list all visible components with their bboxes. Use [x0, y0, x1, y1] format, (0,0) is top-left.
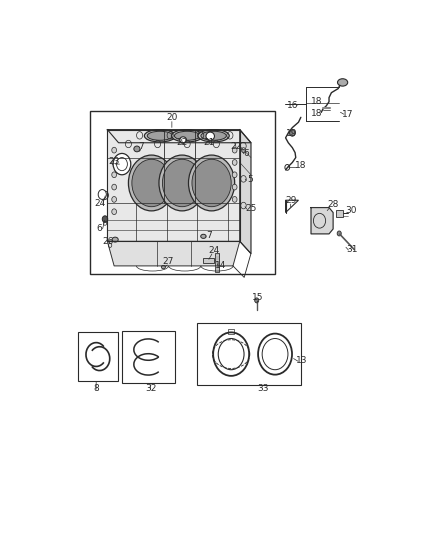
Circle shape — [232, 159, 237, 165]
Circle shape — [112, 184, 117, 190]
Polygon shape — [311, 207, 333, 234]
Text: 27: 27 — [163, 257, 174, 266]
Bar — [90, 111, 276, 274]
Circle shape — [102, 191, 108, 199]
Circle shape — [232, 184, 237, 190]
Text: 24: 24 — [94, 199, 105, 208]
Ellipse shape — [338, 79, 348, 86]
Bar — [203, 258, 214, 263]
Bar — [78, 333, 118, 381]
Text: 26: 26 — [102, 237, 114, 246]
Text: 31: 31 — [346, 245, 357, 254]
Polygon shape — [107, 130, 240, 241]
Text: 19: 19 — [286, 129, 297, 138]
Circle shape — [337, 231, 341, 236]
Circle shape — [290, 130, 295, 136]
Text: 8: 8 — [93, 384, 99, 393]
Text: 33: 33 — [258, 384, 269, 393]
Circle shape — [188, 155, 235, 211]
Bar — [336, 210, 343, 216]
Text: 6: 6 — [97, 224, 102, 232]
Circle shape — [159, 155, 205, 211]
Text: 23: 23 — [109, 157, 120, 166]
Ellipse shape — [180, 137, 187, 143]
Circle shape — [112, 172, 117, 177]
Text: 22: 22 — [231, 142, 242, 150]
Text: 7: 7 — [206, 231, 212, 240]
Bar — [229, 329, 234, 334]
Ellipse shape — [174, 131, 200, 140]
Polygon shape — [107, 130, 251, 143]
Circle shape — [112, 147, 117, 153]
Circle shape — [192, 159, 231, 207]
Text: 18: 18 — [311, 109, 322, 118]
Circle shape — [128, 155, 175, 211]
Ellipse shape — [201, 235, 206, 238]
Ellipse shape — [206, 132, 215, 140]
Circle shape — [113, 154, 131, 175]
Bar — [215, 253, 219, 272]
Circle shape — [102, 216, 108, 222]
Polygon shape — [240, 130, 251, 254]
Text: 30: 30 — [345, 206, 357, 215]
Text: 6: 6 — [244, 149, 249, 158]
Ellipse shape — [112, 237, 118, 242]
Circle shape — [232, 147, 237, 153]
Text: 17: 17 — [342, 109, 353, 118]
Circle shape — [162, 159, 201, 207]
Text: 29: 29 — [285, 196, 297, 205]
Circle shape — [112, 159, 117, 165]
Bar — [197, 324, 301, 385]
Text: 16: 16 — [287, 101, 299, 109]
Text: 21: 21 — [204, 138, 215, 147]
Circle shape — [232, 172, 237, 177]
Text: 7: 7 — [138, 142, 144, 150]
Circle shape — [232, 197, 237, 202]
Text: 14: 14 — [215, 261, 227, 270]
Polygon shape — [107, 241, 240, 266]
Text: 13: 13 — [296, 356, 307, 365]
Text: 28: 28 — [328, 200, 339, 209]
Ellipse shape — [145, 130, 176, 142]
Circle shape — [112, 197, 117, 202]
Text: 24: 24 — [208, 246, 220, 255]
Text: 20: 20 — [166, 113, 177, 122]
Bar — [122, 330, 175, 383]
Circle shape — [254, 298, 259, 303]
Text: 15: 15 — [252, 293, 264, 302]
Circle shape — [132, 159, 171, 207]
Text: 22: 22 — [177, 138, 187, 147]
Ellipse shape — [201, 131, 226, 140]
Text: 32: 32 — [145, 384, 156, 393]
Ellipse shape — [172, 130, 203, 142]
Ellipse shape — [198, 130, 229, 142]
Text: 25: 25 — [245, 204, 257, 213]
Text: 5: 5 — [247, 175, 253, 184]
Ellipse shape — [134, 146, 140, 152]
Text: 18: 18 — [295, 161, 307, 170]
Text: 18: 18 — [311, 97, 322, 106]
Circle shape — [98, 190, 106, 199]
Ellipse shape — [161, 265, 166, 269]
Ellipse shape — [147, 131, 173, 140]
Circle shape — [285, 165, 290, 170]
Circle shape — [112, 209, 117, 215]
